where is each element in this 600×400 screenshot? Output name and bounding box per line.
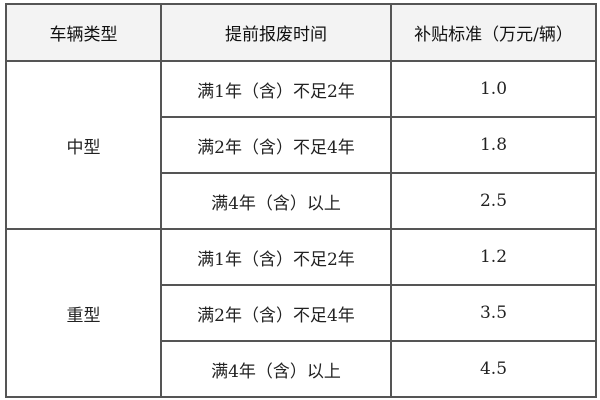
vehicle-type-cell: 重型: [5, 228, 162, 398]
header-subsidy: 补贴标准（万元/辆）: [390, 3, 597, 62]
subsidy-cell: 2.5: [390, 172, 597, 230]
subsidy-cell: 1.8: [390, 116, 597, 174]
period-cell: 满1年（含）不足2年: [160, 228, 392, 286]
subsidy-table: 车辆类型 提前报废时间 补贴标准（万元/辆） 中型 满1年（含）不足2年 1.0…: [5, 3, 597, 398]
period-cell: 满2年（含）不足4年: [160, 116, 392, 174]
period-cell: 满4年（含）以上: [160, 172, 392, 230]
period-cell: 满4年（含）以上: [160, 340, 392, 398]
subsidy-cell: 1.2: [390, 228, 597, 286]
table-row: 满2年（含）不足4年 1.8: [6, 116, 597, 174]
table-row: 满4年（含）以上 2.5: [6, 172, 597, 230]
subsidy-cell: 3.5: [390, 284, 597, 342]
subsidy-cell: 1.0: [390, 60, 597, 118]
header-scrap-period: 提前报废时间: [160, 3, 392, 62]
table-row: 重型 满1年（含）不足2年 1.2: [5, 228, 597, 398]
period-cell: 满1年（含）不足2年: [160, 60, 392, 118]
period-cell: 满2年（含）不足4年: [160, 284, 392, 342]
table-row: 中型 满1年（含）不足2年 1.0: [5, 60, 597, 230]
vehicle-type-cell: 中型: [5, 60, 162, 230]
table-row: 满4年（含）以上 4.5: [6, 340, 597, 398]
header-row: 车辆类型 提前报废时间 补贴标准（万元/辆）: [5, 3, 597, 62]
table-row: 满2年（含）不足4年 3.5: [6, 284, 597, 342]
header-vehicle-type: 车辆类型: [5, 3, 162, 62]
subsidy-cell: 4.5: [390, 340, 597, 398]
